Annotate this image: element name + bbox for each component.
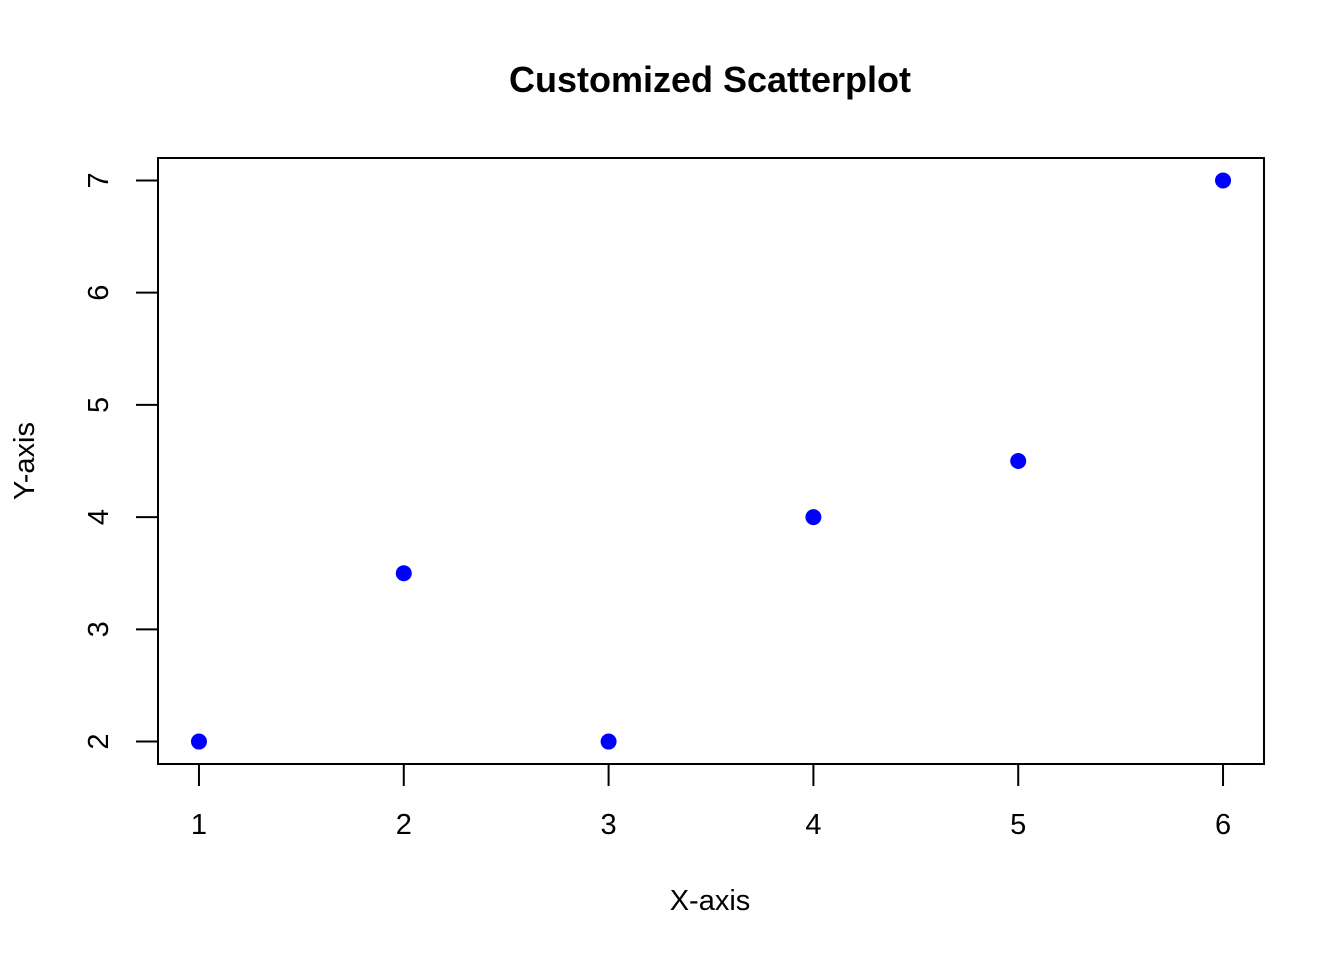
data-point [805,509,822,526]
x-tick-label: 5 [1010,809,1026,841]
x-tick-label: 6 [1215,809,1231,841]
y-tick-label: 4 [83,509,115,525]
y-axis: 2 3 4 5 6 7 [83,172,159,750]
data-point [190,733,207,750]
x-tick-label: 3 [601,809,617,841]
x-tick-label: 4 [805,809,821,841]
y-tick-label: 5 [83,397,115,413]
y-tick-label: 7 [83,172,115,188]
plot-frame [157,157,1265,765]
x-axis-label: X-axis [670,885,751,917]
y-tick-label: 3 [83,621,115,637]
y-axis-label: Y-axis [9,422,41,500]
y-tick-label: 2 [83,733,115,749]
chart-title: Customized Scatterplot [509,59,911,100]
data-point [600,733,617,750]
x-tick-label: 2 [396,809,412,841]
data-point [1215,172,1232,189]
y-tick-label: 6 [83,285,115,301]
data-point [1010,453,1027,469]
data-points [190,172,1232,750]
x-axis: 1 2 3 4 5 6 [191,763,1231,841]
data-point [395,565,412,582]
x-tick-label: 1 [191,809,207,841]
